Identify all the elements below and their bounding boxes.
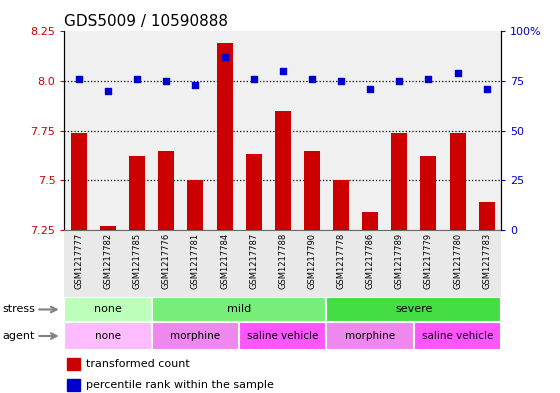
- Bar: [152, 322, 239, 350]
- Bar: [210, 31, 239, 230]
- Bar: [326, 297, 501, 322]
- Bar: [268, 230, 297, 297]
- Bar: [326, 322, 414, 350]
- Point: [278, 68, 287, 74]
- Bar: [67, 378, 80, 391]
- Bar: [443, 230, 472, 297]
- Bar: [94, 31, 123, 230]
- Bar: [275, 111, 291, 230]
- Text: GSM1217786: GSM1217786: [366, 233, 375, 290]
- Text: GSM1217783: GSM1217783: [482, 233, 491, 290]
- Text: GSM1217779: GSM1217779: [424, 233, 433, 289]
- Point: [424, 76, 433, 82]
- Bar: [188, 180, 203, 230]
- Bar: [239, 230, 268, 297]
- Text: saline vehicle: saline vehicle: [422, 331, 493, 341]
- Bar: [181, 31, 210, 230]
- Bar: [152, 297, 326, 322]
- Text: GSM1217782: GSM1217782: [104, 233, 113, 289]
- Bar: [479, 202, 494, 230]
- Bar: [210, 230, 239, 297]
- Bar: [246, 154, 262, 230]
- Point: [220, 54, 229, 61]
- Text: saline vehicle: saline vehicle: [247, 331, 319, 341]
- Point: [453, 70, 462, 76]
- Bar: [443, 31, 472, 230]
- Bar: [297, 31, 326, 230]
- Bar: [450, 133, 465, 230]
- Text: stress: stress: [3, 305, 36, 314]
- Bar: [472, 230, 501, 297]
- Bar: [64, 297, 152, 322]
- Bar: [152, 31, 181, 230]
- Text: GSM1217777: GSM1217777: [74, 233, 83, 290]
- Bar: [67, 358, 80, 370]
- Text: GSM1217788: GSM1217788: [278, 233, 287, 290]
- Text: morphine: morphine: [345, 331, 395, 341]
- Bar: [391, 133, 407, 230]
- Text: percentile rank within the sample: percentile rank within the sample: [86, 380, 274, 389]
- Bar: [100, 226, 116, 230]
- Text: GSM1217776: GSM1217776: [162, 233, 171, 290]
- Point: [337, 78, 346, 84]
- Bar: [239, 31, 268, 230]
- Bar: [414, 230, 443, 297]
- Text: transformed count: transformed count: [86, 359, 189, 369]
- Text: GSM1217781: GSM1217781: [191, 233, 200, 289]
- Bar: [152, 230, 181, 297]
- Bar: [421, 156, 436, 230]
- Bar: [129, 156, 145, 230]
- Text: GSM1217789: GSM1217789: [395, 233, 404, 289]
- Text: severe: severe: [395, 305, 432, 314]
- Text: GSM1217790: GSM1217790: [307, 233, 316, 289]
- Point: [482, 86, 491, 92]
- Text: GSM1217778: GSM1217778: [337, 233, 346, 290]
- Bar: [333, 180, 349, 230]
- Point: [191, 82, 200, 88]
- Text: none: none: [94, 305, 122, 314]
- Text: GSM1217785: GSM1217785: [133, 233, 142, 289]
- Point: [307, 76, 316, 82]
- Bar: [217, 43, 232, 230]
- Point: [104, 88, 113, 94]
- Bar: [326, 31, 356, 230]
- Text: agent: agent: [3, 331, 35, 341]
- Text: mild: mild: [227, 305, 251, 314]
- Bar: [385, 31, 414, 230]
- Bar: [94, 230, 123, 297]
- Bar: [268, 31, 297, 230]
- Bar: [239, 322, 326, 350]
- Bar: [297, 230, 326, 297]
- Bar: [304, 151, 320, 230]
- Bar: [71, 133, 87, 230]
- Bar: [356, 31, 385, 230]
- Bar: [64, 31, 94, 230]
- Text: GSM1217787: GSM1217787: [249, 233, 258, 290]
- Bar: [414, 322, 501, 350]
- Text: morphine: morphine: [170, 331, 221, 341]
- Bar: [362, 212, 378, 230]
- Bar: [123, 230, 152, 297]
- Bar: [158, 151, 174, 230]
- Point: [74, 76, 83, 82]
- Point: [133, 76, 142, 82]
- Point: [249, 76, 258, 82]
- Bar: [385, 230, 414, 297]
- Text: none: none: [95, 331, 121, 341]
- Bar: [356, 230, 385, 297]
- Bar: [123, 31, 152, 230]
- Bar: [64, 230, 94, 297]
- Bar: [181, 230, 210, 297]
- Point: [366, 86, 375, 92]
- Text: GSM1217780: GSM1217780: [453, 233, 462, 289]
- Bar: [64, 322, 152, 350]
- Point: [162, 78, 171, 84]
- Text: GDS5009 / 10590888: GDS5009 / 10590888: [64, 14, 228, 29]
- Text: GSM1217784: GSM1217784: [220, 233, 229, 289]
- Bar: [414, 31, 443, 230]
- Point: [395, 78, 404, 84]
- Bar: [326, 230, 356, 297]
- Bar: [472, 31, 501, 230]
